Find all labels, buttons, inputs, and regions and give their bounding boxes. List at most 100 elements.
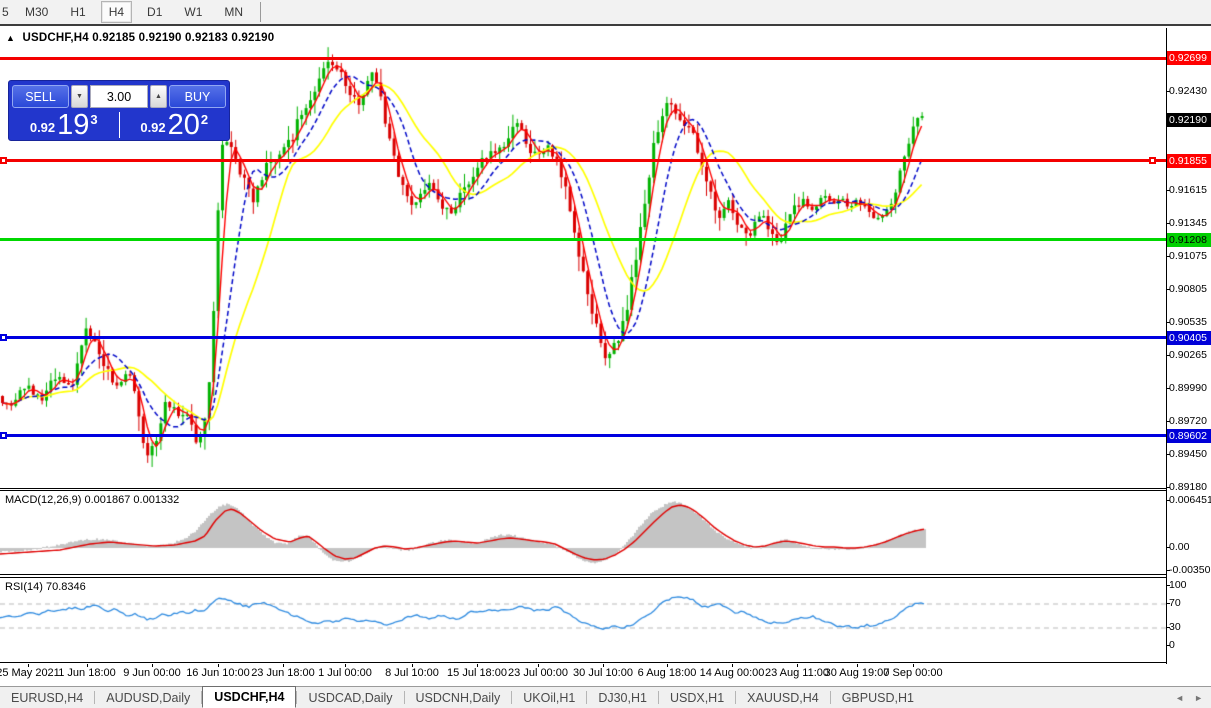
timeframe-button-mn[interactable]: MN — [224, 5, 244, 19]
timeframe-button-w1[interactable]: W1 — [184, 5, 203, 19]
tab-separator — [296, 691, 298, 704]
axis-tick-mark — [1166, 454, 1170, 456]
sell-button[interactable]: SELL — [12, 85, 69, 108]
price-axis[interactable]: 0.92430 0.91615 0.91345 0.91075 0.90805 0.905… — [1166, 28, 1211, 664]
tabs-scroll-right-icon[interactable]: ► — [1194, 692, 1203, 703]
horizontal-level-line-0.92699[interactable] — [0, 56, 1166, 60]
chart-tab-ukoil[interactable]: UKOil,H1 — [523, 690, 576, 705]
volume-input[interactable]: 3.00 — [90, 85, 148, 108]
time-tick-mark — [283, 664, 284, 667]
price-axis-label: 0.91075 — [1169, 250, 1207, 263]
chart-tab-usdx[interactable]: USDX,H1 — [669, 690, 725, 705]
toolbar-separator — [260, 2, 262, 22]
sell-price-big: 19 — [57, 109, 90, 141]
time-axis-label: 6 Aug 18:00 — [637, 667, 697, 679]
chart-tab-usdchf[interactable]: USDCHF,H4 — [202, 685, 297, 708]
macd-label: MACD(12,26,9) 0.001867 0.001332 — [5, 494, 180, 506]
axis-tick-mark — [1166, 288, 1170, 290]
timeframe-button-h1[interactable]: H1 — [70, 5, 86, 19]
price-axis-label: 0.90265 — [1169, 348, 1207, 361]
line-drag-handle[interactable] — [0, 334, 7, 342]
horizontal-level-line-0.90405[interactable] — [0, 334, 1166, 342]
axis-tick-mark — [1166, 90, 1170, 92]
rsi-axis-label: 100 — [1169, 579, 1187, 591]
line-drag-handle[interactable] — [1149, 157, 1156, 165]
horizontal-level-line-0.91208[interactable] — [0, 238, 1166, 242]
time-axis-label: 30 Jul 10:00 — [573, 667, 633, 679]
tab-separator — [94, 691, 96, 704]
rsi-axis-label: 30 — [1169, 621, 1181, 633]
price-level-badge: 0.89602 — [1167, 428, 1211, 443]
time-axis-label: 7 Sep 00:00 — [883, 667, 943, 679]
price-axis-label: 0.92430 — [1169, 84, 1207, 97]
price-axis-label: 0.90805 — [1169, 282, 1207, 295]
rsi-canvas[interactable] — [0, 578, 1166, 662]
axis-tick-mark — [1166, 627, 1170, 628]
axis-tick-mark — [1166, 223, 1170, 225]
time-tick-mark — [477, 664, 478, 667]
line-drag-handle[interactable] — [0, 432, 7, 440]
time-tick-mark — [28, 664, 29, 667]
time-tick-mark — [87, 664, 88, 667]
buy-price-display[interactable]: 0.92 20 2 — [120, 110, 230, 140]
tab-separator — [511, 691, 513, 704]
chart-tab-gbpusd[interactable]: GBPUSD,H1 — [841, 690, 914, 705]
line-drag-handle[interactable] — [0, 157, 7, 165]
tab-separator — [829, 691, 831, 704]
price-axis-label: 0.90535 — [1169, 315, 1207, 328]
chart-tab-eurusd[interactable]: EURUSD,H4 — [11, 690, 84, 705]
time-axis-label: 16 Jun 10:00 — [186, 667, 250, 679]
chart-title: ▲ USDCHF,H4 0.92185 0.92190 0.92183 0.92… — [6, 32, 274, 44]
buy-price-pip: 2 — [200, 112, 209, 127]
tabs-scroll-left-icon[interactable]: ◄ — [1175, 692, 1185, 703]
sell-price-display[interactable]: 0.92 19 3 — [9, 110, 119, 140]
chart-tab-usdcnh[interactable]: USDCNH,Daily — [415, 690, 501, 705]
timeframe-button-m30[interactable]: M30 — [25, 5, 49, 19]
volume-decrease-button[interactable]: ▼ — [71, 85, 88, 108]
horizontal-level-line-0.91855[interactable] — [0, 157, 1166, 165]
axis-tick-mark — [1166, 388, 1170, 390]
buy-button[interactable]: BUY — [169, 85, 226, 108]
timeframe-button-5[interactable]: 5 — [2, 5, 9, 19]
price-chart-panel[interactable]: ▲ USDCHF,H4 0.92185 0.92190 0.92183 0.92… — [0, 28, 1211, 489]
chart-tab-dj30[interactable]: DJ30,H1 — [598, 690, 647, 705]
horizontal-level-line-0.89602[interactable] — [0, 432, 1166, 440]
time-axis[interactable]: 25 May 2021 1 Jun 18:00 9 Jun 00:00 16 Jun … — [0, 664, 1211, 685]
tab-separator — [735, 691, 737, 704]
time-tick-mark — [152, 664, 153, 667]
price-axis-label: 0.89180 — [1169, 481, 1207, 494]
sell-price-prefix: 0.92 — [29, 120, 56, 135]
axis-tick-mark — [1166, 256, 1170, 258]
time-axis-label: 15 Jul 18:00 — [447, 667, 507, 679]
axis-tick-mark — [1166, 500, 1170, 501]
time-axis-label: 14 Aug 00:00 — [699, 667, 765, 679]
price-axis-label: 0.91615 — [1169, 184, 1207, 197]
sell-price-pip: 3 — [90, 112, 98, 127]
time-axis-label: 23 Jul 00:00 — [508, 667, 568, 679]
time-axis-label: 30 Aug 19:00 — [824, 667, 890, 679]
price-level-badge: 0.92699 — [1167, 51, 1211, 65]
axis-tick-mark — [1166, 354, 1170, 356]
chart-tabs-bar: EURUSD,H4 AUDUSD,Daily USDCHF,H4 USDCAD,Dai… — [0, 685, 1211, 708]
chart-tab-usdcad[interactable]: USDCAD,Daily — [308, 690, 393, 705]
timeframe-button-d1[interactable]: D1 — [147, 5, 163, 19]
price-level-badge: 0.91855 — [1167, 153, 1211, 168]
axis-tick-mark — [1166, 570, 1170, 571]
time-tick-mark — [412, 664, 413, 667]
chart-tab-audusd[interactable]: AUDUSD,Daily — [106, 690, 191, 705]
volume-increase-button[interactable]: ▲ — [150, 85, 167, 108]
collapse-triangle-icon[interactable]: ▲ — [6, 33, 16, 43]
axis-tick-mark — [1166, 645, 1170, 646]
tab-separator — [201, 691, 203, 704]
axis-tick-mark — [1166, 603, 1170, 604]
rsi-axis-label: 0 — [1169, 639, 1175, 651]
price-divider — [118, 112, 120, 138]
rsi-indicator-panel[interactable]: RSI(14) 70.8346 — [0, 577, 1211, 663]
time-tick-mark — [857, 664, 858, 667]
time-tick-mark — [732, 664, 733, 667]
tabs-scroll-controls: ◄ ► — [1175, 693, 1203, 703]
macd-canvas[interactable] — [0, 491, 1166, 574]
chart-tab-xauusd[interactable]: XAUUSD,H4 — [747, 690, 819, 705]
timeframe-button-h4[interactable]: H4 — [100, 1, 133, 23]
macd-indicator-panel[interactable]: MACD(12,26,9) 0.001867 0.001332 — [0, 490, 1211, 575]
